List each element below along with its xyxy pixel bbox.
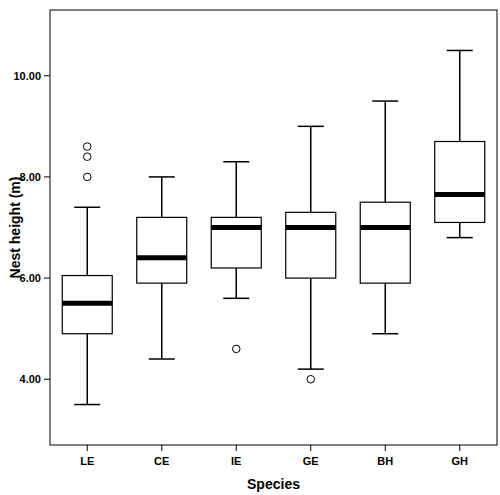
- median: [62, 301, 112, 306]
- lower-whisker: [310, 278, 312, 369]
- whisker-cap: [74, 404, 100, 406]
- x-tick: [161, 445, 162, 451]
- box: [62, 276, 112, 334]
- x-tick-label: IE: [231, 455, 241, 467]
- outlier: [83, 153, 91, 161]
- plot-area: [62, 50, 485, 404]
- whisker-cap: [372, 100, 398, 102]
- upper-whisker: [310, 126, 312, 212]
- upper-whisker: [161, 177, 163, 217]
- y-tick-label: 10.00: [13, 70, 41, 82]
- x-tick-label: CE: [154, 455, 169, 467]
- whisker-cap: [298, 368, 324, 370]
- y-tick: [44, 379, 50, 380]
- lower-whisker: [459, 222, 461, 237]
- y-tick: [44, 278, 50, 279]
- lower-whisker: [161, 283, 163, 359]
- y-axis-label: Nest height (m): [7, 177, 23, 279]
- outlier: [307, 375, 315, 383]
- x-tick: [310, 445, 311, 451]
- x-tick: [87, 445, 88, 451]
- outlier: [83, 143, 91, 151]
- outlier: [232, 345, 240, 353]
- y-tick: [44, 176, 50, 177]
- box: [137, 217, 187, 283]
- y-tick: [44, 75, 50, 76]
- median: [286, 225, 336, 230]
- box: [360, 202, 410, 283]
- y-tick-label: 4.00: [20, 373, 41, 385]
- median: [137, 255, 187, 260]
- whisker-cap: [223, 298, 249, 300]
- whisker-cap: [223, 161, 249, 163]
- lower-whisker: [236, 268, 238, 298]
- chart: 4.006.008.0010.00LECEIEGEBHGHSpeciesNest…: [0, 0, 500, 495]
- upper-whisker: [385, 101, 387, 202]
- box: [286, 212, 336, 278]
- whisker-cap: [149, 176, 175, 178]
- upper-whisker: [87, 207, 89, 275]
- x-axis-label: Species: [247, 476, 300, 492]
- box: [211, 217, 261, 268]
- plot-frame: [50, 10, 497, 445]
- whisker-cap: [298, 126, 324, 128]
- whisker-cap: [372, 333, 398, 335]
- median: [360, 225, 410, 230]
- outlier: [83, 173, 91, 181]
- x-tick-label: BH: [377, 455, 393, 467]
- median: [435, 192, 485, 197]
- x-tick: [459, 445, 460, 451]
- lower-whisker: [87, 334, 89, 405]
- x-tick-label: GH: [452, 455, 469, 467]
- whisker-cap: [149, 358, 175, 360]
- box: [435, 142, 485, 223]
- x-tick: [236, 445, 237, 451]
- whisker-cap: [447, 50, 473, 52]
- x-tick-label: LE: [80, 455, 94, 467]
- x-tick-label: GE: [303, 455, 319, 467]
- whisker-cap: [447, 237, 473, 239]
- whisker-cap: [74, 207, 100, 209]
- upper-whisker: [459, 50, 461, 141]
- x-tick: [385, 445, 386, 451]
- median: [211, 225, 261, 230]
- upper-whisker: [236, 162, 238, 218]
- lower-whisker: [385, 283, 387, 334]
